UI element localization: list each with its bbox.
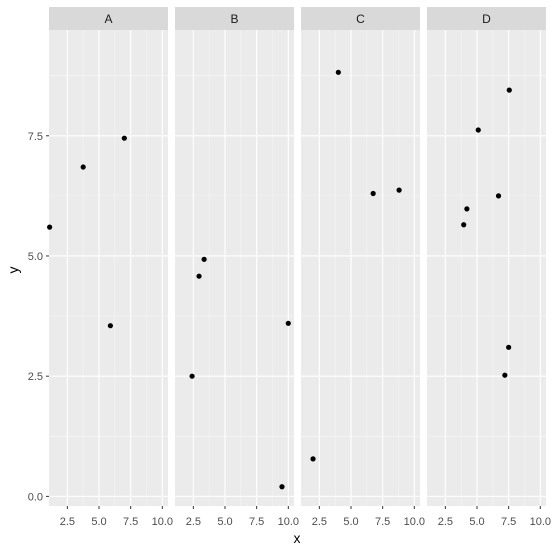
facet-panel-a: A 2.5 5.0 7.5 10.0 xyxy=(47,7,173,528)
facet-strip xyxy=(301,7,420,30)
data-point xyxy=(121,135,127,141)
data-point xyxy=(80,164,86,170)
data-point xyxy=(279,484,285,490)
data-point xyxy=(506,87,512,93)
panel-background xyxy=(49,30,168,506)
x-tick-label: 10.0 xyxy=(278,516,299,528)
facet-strip xyxy=(49,7,168,30)
data-point xyxy=(196,273,202,279)
x-tick-label: 5.0 xyxy=(343,516,358,528)
facet-panel-b: B 2.5 5.0 7.5 10.0 xyxy=(175,7,299,528)
data-point xyxy=(502,372,508,378)
y-axis-title: y xyxy=(5,267,21,274)
data-point xyxy=(475,127,481,133)
x-tick-label: 7.5 xyxy=(501,516,516,528)
y-tick-label: 5.0 xyxy=(28,251,43,263)
facet-strip-label: C xyxy=(356,12,365,26)
x-tick-label: 7.5 xyxy=(375,516,390,528)
y-tick-label: 2.5 xyxy=(28,371,43,383)
data-point xyxy=(396,187,402,193)
x-tick-label: 5.0 xyxy=(469,516,484,528)
facet-panel-c: C 2.5 5.0 7.5 10.0 xyxy=(301,7,425,528)
x-tick-label: 7.5 xyxy=(123,516,138,528)
x-tick-label: 10.0 xyxy=(530,516,551,528)
data-point xyxy=(285,320,291,326)
data-point xyxy=(370,190,376,197)
facet-strip xyxy=(175,7,294,30)
data-point xyxy=(461,222,467,228)
panel-background xyxy=(427,30,546,506)
panel-background xyxy=(301,30,420,506)
y-tick-label: 7.5 xyxy=(28,131,43,143)
x-tick-label: 2.5 xyxy=(60,516,75,528)
x-axis-title: x xyxy=(294,530,301,546)
x-tick-label: 10.0 xyxy=(152,516,173,528)
data-point xyxy=(201,256,207,262)
data-point xyxy=(464,206,470,212)
data-point xyxy=(495,193,502,199)
x-tick-label: 2.5 xyxy=(186,516,201,528)
x-tick-label: 10.0 xyxy=(404,516,425,528)
data-point xyxy=(189,373,195,379)
facet-panel-d: D 2.5 5.0 7.5 10.0 xyxy=(427,7,551,528)
facet-strip-label: B xyxy=(230,12,238,26)
facet-strip-label: A xyxy=(104,12,112,26)
data-point xyxy=(506,344,512,350)
x-tick-label: 2.5 xyxy=(312,516,327,528)
facet-strip xyxy=(427,7,546,30)
data-point xyxy=(47,224,53,230)
data-point xyxy=(310,456,316,462)
x-tick-label: 7.5 xyxy=(249,516,264,528)
data-point xyxy=(335,69,341,75)
x-tick-label: 5.0 xyxy=(217,516,232,528)
data-point xyxy=(107,323,113,329)
panel-background xyxy=(175,30,294,506)
y-tick-label: 0.0 xyxy=(28,491,43,503)
facet-strip-label: D xyxy=(482,12,491,26)
x-tick-label: 5.0 xyxy=(91,516,106,528)
x-tick-label: 2.5 xyxy=(438,516,453,528)
